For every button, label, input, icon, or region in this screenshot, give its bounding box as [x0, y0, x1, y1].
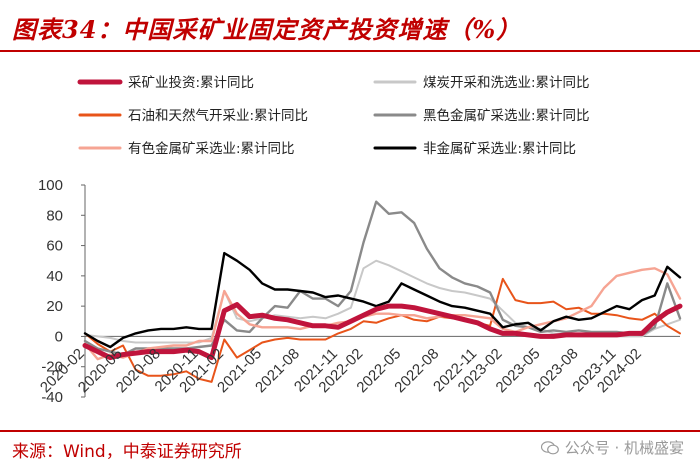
chart-title: 图表34：中国采矿业固定资产投资增速（%）	[12, 15, 522, 44]
legend-label: 煤炭开采和洗选业:累计同比	[423, 75, 590, 91]
y-tick-label: 40	[46, 268, 63, 285]
header: 图表34：中国采矿业固定资产投资增速（%）	[0, 0, 700, 50]
y-tick-label: 20	[46, 298, 63, 315]
series-line	[83, 251, 682, 349]
series-line	[82, 302, 683, 361]
top-divider	[0, 50, 700, 52]
series-line	[83, 267, 682, 361]
y-tick-label: -20	[41, 359, 63, 376]
y-tick-label: 60	[46, 238, 63, 255]
plot-area	[82, 200, 683, 383]
series-line	[84, 277, 681, 383]
y-tick-label: -40	[41, 389, 63, 406]
legend-label: 采矿业投资:累计同比	[128, 75, 254, 91]
y-tick-label: 80	[46, 207, 63, 224]
wechat-icon	[540, 440, 559, 454]
legend-label: 石油和天然气开采业:累计同比	[128, 107, 308, 124]
watermark-text: 公众号 · 机械盛宴	[564, 439, 684, 457]
y-tick-label: 100	[38, 177, 63, 194]
series-line	[84, 259, 681, 344]
bottom-divider	[0, 430, 700, 432]
y-axis-ticks: 100 80 60 40 20 0 -20 -40	[38, 177, 85, 406]
legend-label: 有色金属矿采选业:累计同比	[128, 140, 295, 157]
y-tick-label: 0	[55, 328, 63, 345]
legend-label: 非金属矿采选业:累计同比	[423, 141, 576, 157]
legend-label: 黑色金属矿采选业:累计同比	[423, 107, 590, 124]
watermark: 公众号 · 机械盛宴	[540, 437, 684, 458]
source-note: 来源：Wind，中泰证券研究所	[12, 442, 242, 462]
series-line	[83, 200, 682, 356]
